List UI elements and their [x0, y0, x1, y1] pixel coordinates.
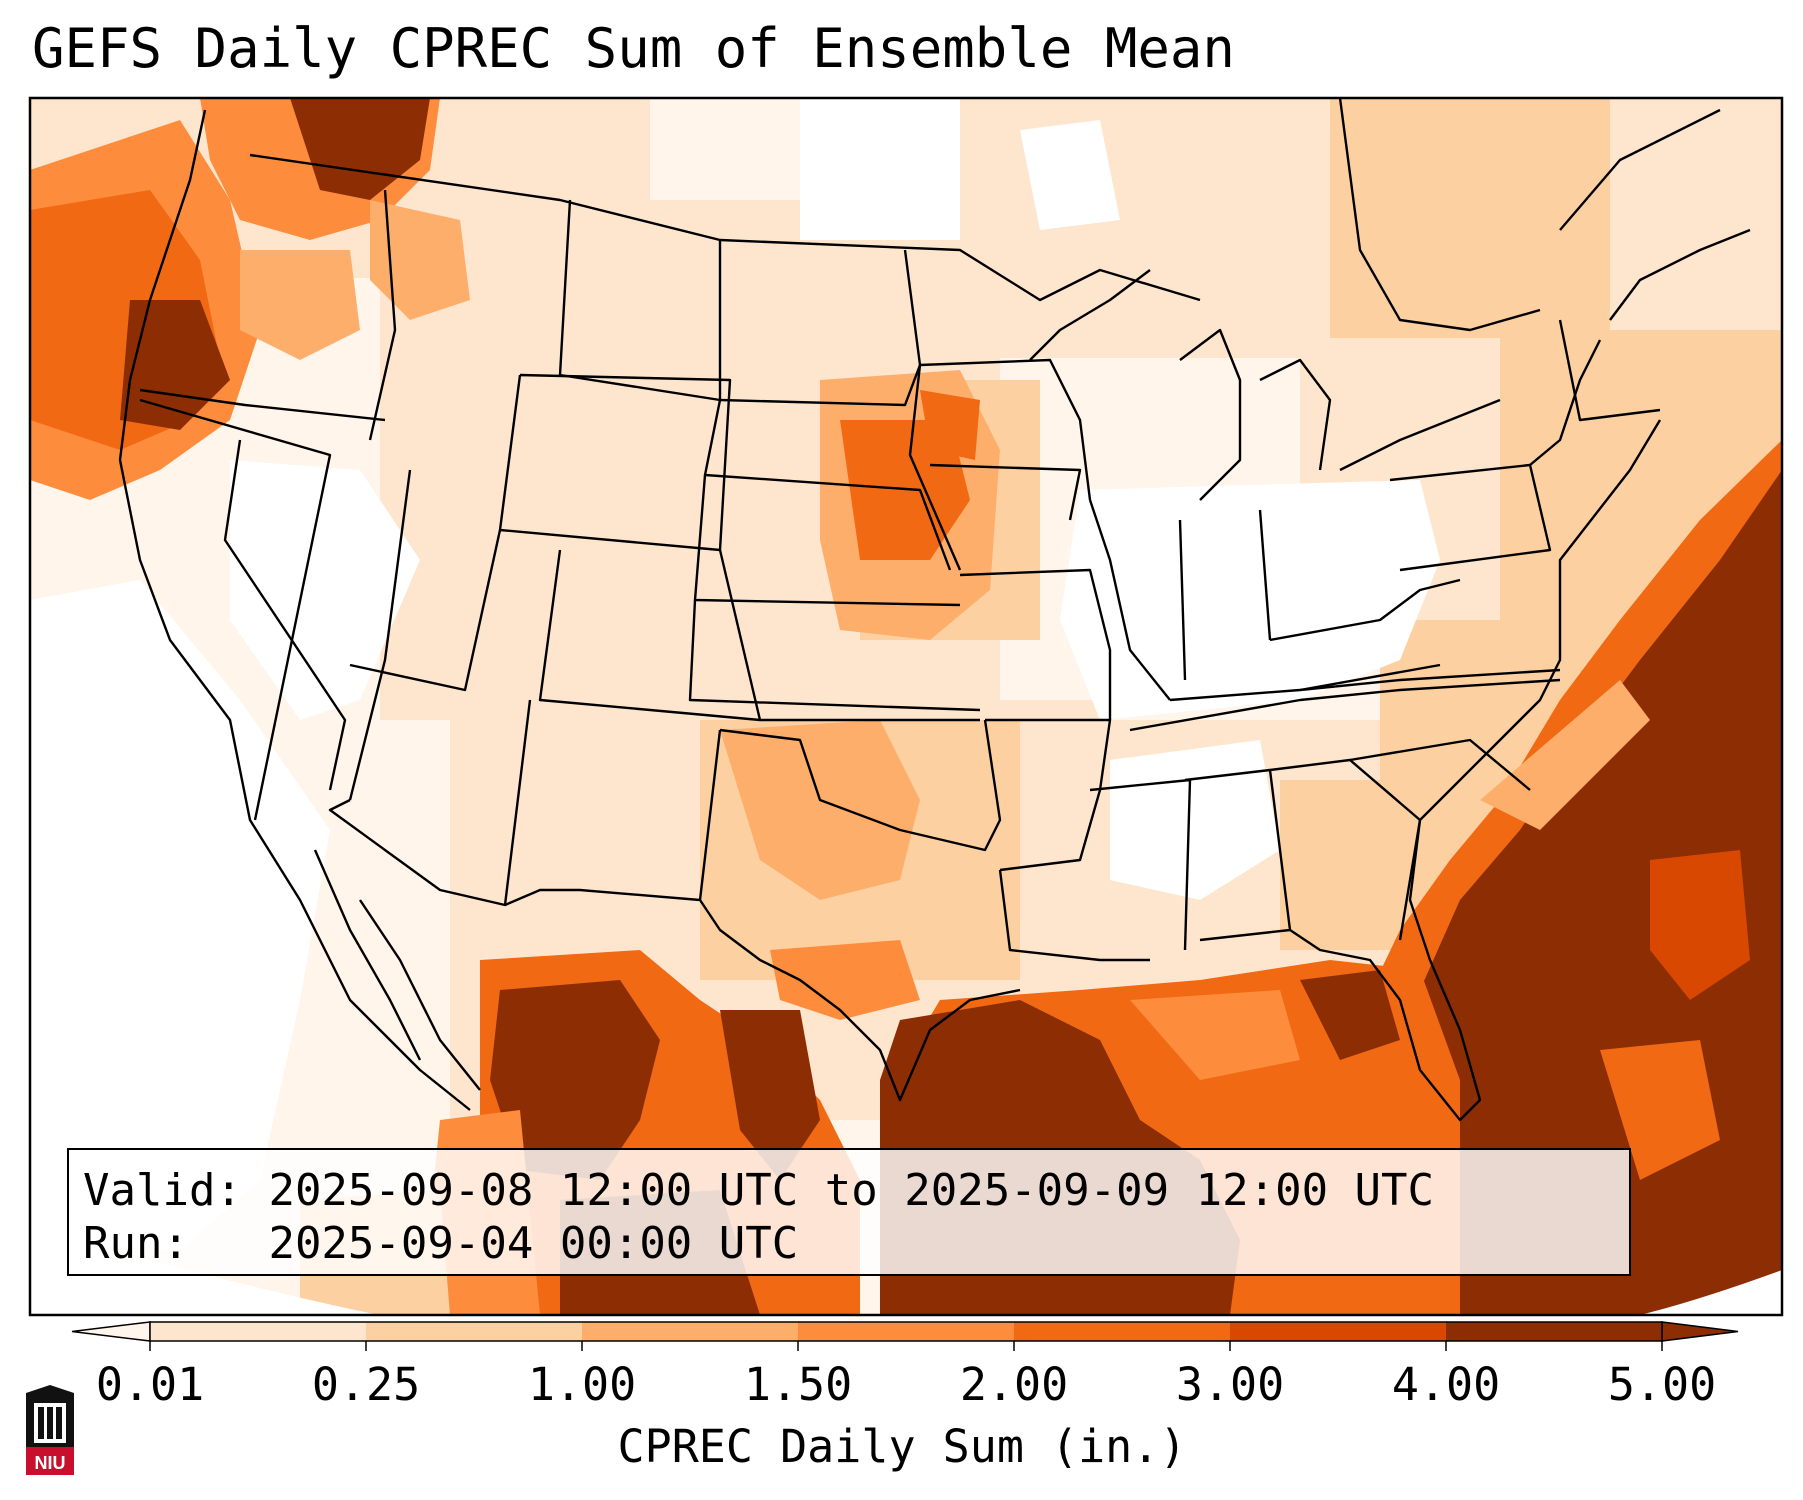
baja: [313, 849, 422, 1061]
plains-precip: [820, 370, 1000, 640]
colorbar-extend-high: [1661, 1321, 1739, 1342]
colorbar-tick-label: 5.00: [1607, 1358, 1717, 1411]
colorbar-segment: [366, 1322, 583, 1341]
colorbar-label: CPREC Daily Sum (in.): [617, 1420, 1187, 1473]
valid-row: Valid: 2025-09-08 12:00 UTC to 2025-09-0…: [83, 1164, 1629, 1217]
pacific-coastline: [118, 109, 471, 1111]
valid-run-info: Valid: 2025-09-08 12:00 UTC to 2025-09-0…: [67, 1148, 1631, 1276]
colorbar-extend-low: [71, 1321, 151, 1342]
run-label: Run:: [83, 1218, 189, 1269]
atlantic-coastline: [1289, 419, 1662, 1122]
colorbar-tick-label: 1.00: [527, 1358, 637, 1411]
west-coast-precip: [30, 98, 470, 500]
run-row: Run: 2025-09-04 00:00 UTC: [83, 1217, 1629, 1270]
svg-text:NIU: NIU: [35, 1453, 66, 1473]
map-frame: [28, 96, 1784, 1317]
texas-precip: [720, 720, 920, 1020]
colorbar: [71, 1321, 1739, 1351]
colorbar-segment: [582, 1322, 799, 1341]
colorbar-tick-label: 2.00: [959, 1358, 1069, 1411]
colorbar-tick-label: 0.25: [311, 1358, 421, 1411]
colorbar-tick-label: 4.00: [1391, 1358, 1501, 1411]
domain-edge-right: [1640, 1270, 1782, 1315]
state-boundaries: [118, 98, 1751, 1122]
colorbar-tick-label: 3.00: [1175, 1358, 1285, 1411]
colorbar-segment: [798, 1322, 1015, 1341]
canada-border: [249, 153, 1201, 302]
niu-logo: NIU: [26, 1385, 74, 1475]
domain-edge-left: [30, 1230, 380, 1315]
valid-value: 2025-09-08 12:00 UTC to 2025-09-09 12:00…: [268, 1165, 1435, 1216]
dry-areas: [30, 98, 1440, 1250]
colorbar-segment: [1014, 1322, 1231, 1341]
colorbar-segment: [1446, 1322, 1663, 1341]
valid-label: Valid:: [83, 1165, 242, 1216]
colorbar-frame: [149, 1321, 1663, 1342]
run-value: 2025-09-04 00:00 UTC: [268, 1218, 799, 1269]
colorbar-tick-label: 1.50: [743, 1358, 853, 1411]
colorbar-segment: [150, 1322, 367, 1341]
colorbar-segment: [1230, 1322, 1447, 1341]
colorbar-tick-label: 0.01: [95, 1358, 205, 1411]
page-title: GEFS Daily CPREC Sum of Ensemble Mean: [32, 17, 1235, 80]
